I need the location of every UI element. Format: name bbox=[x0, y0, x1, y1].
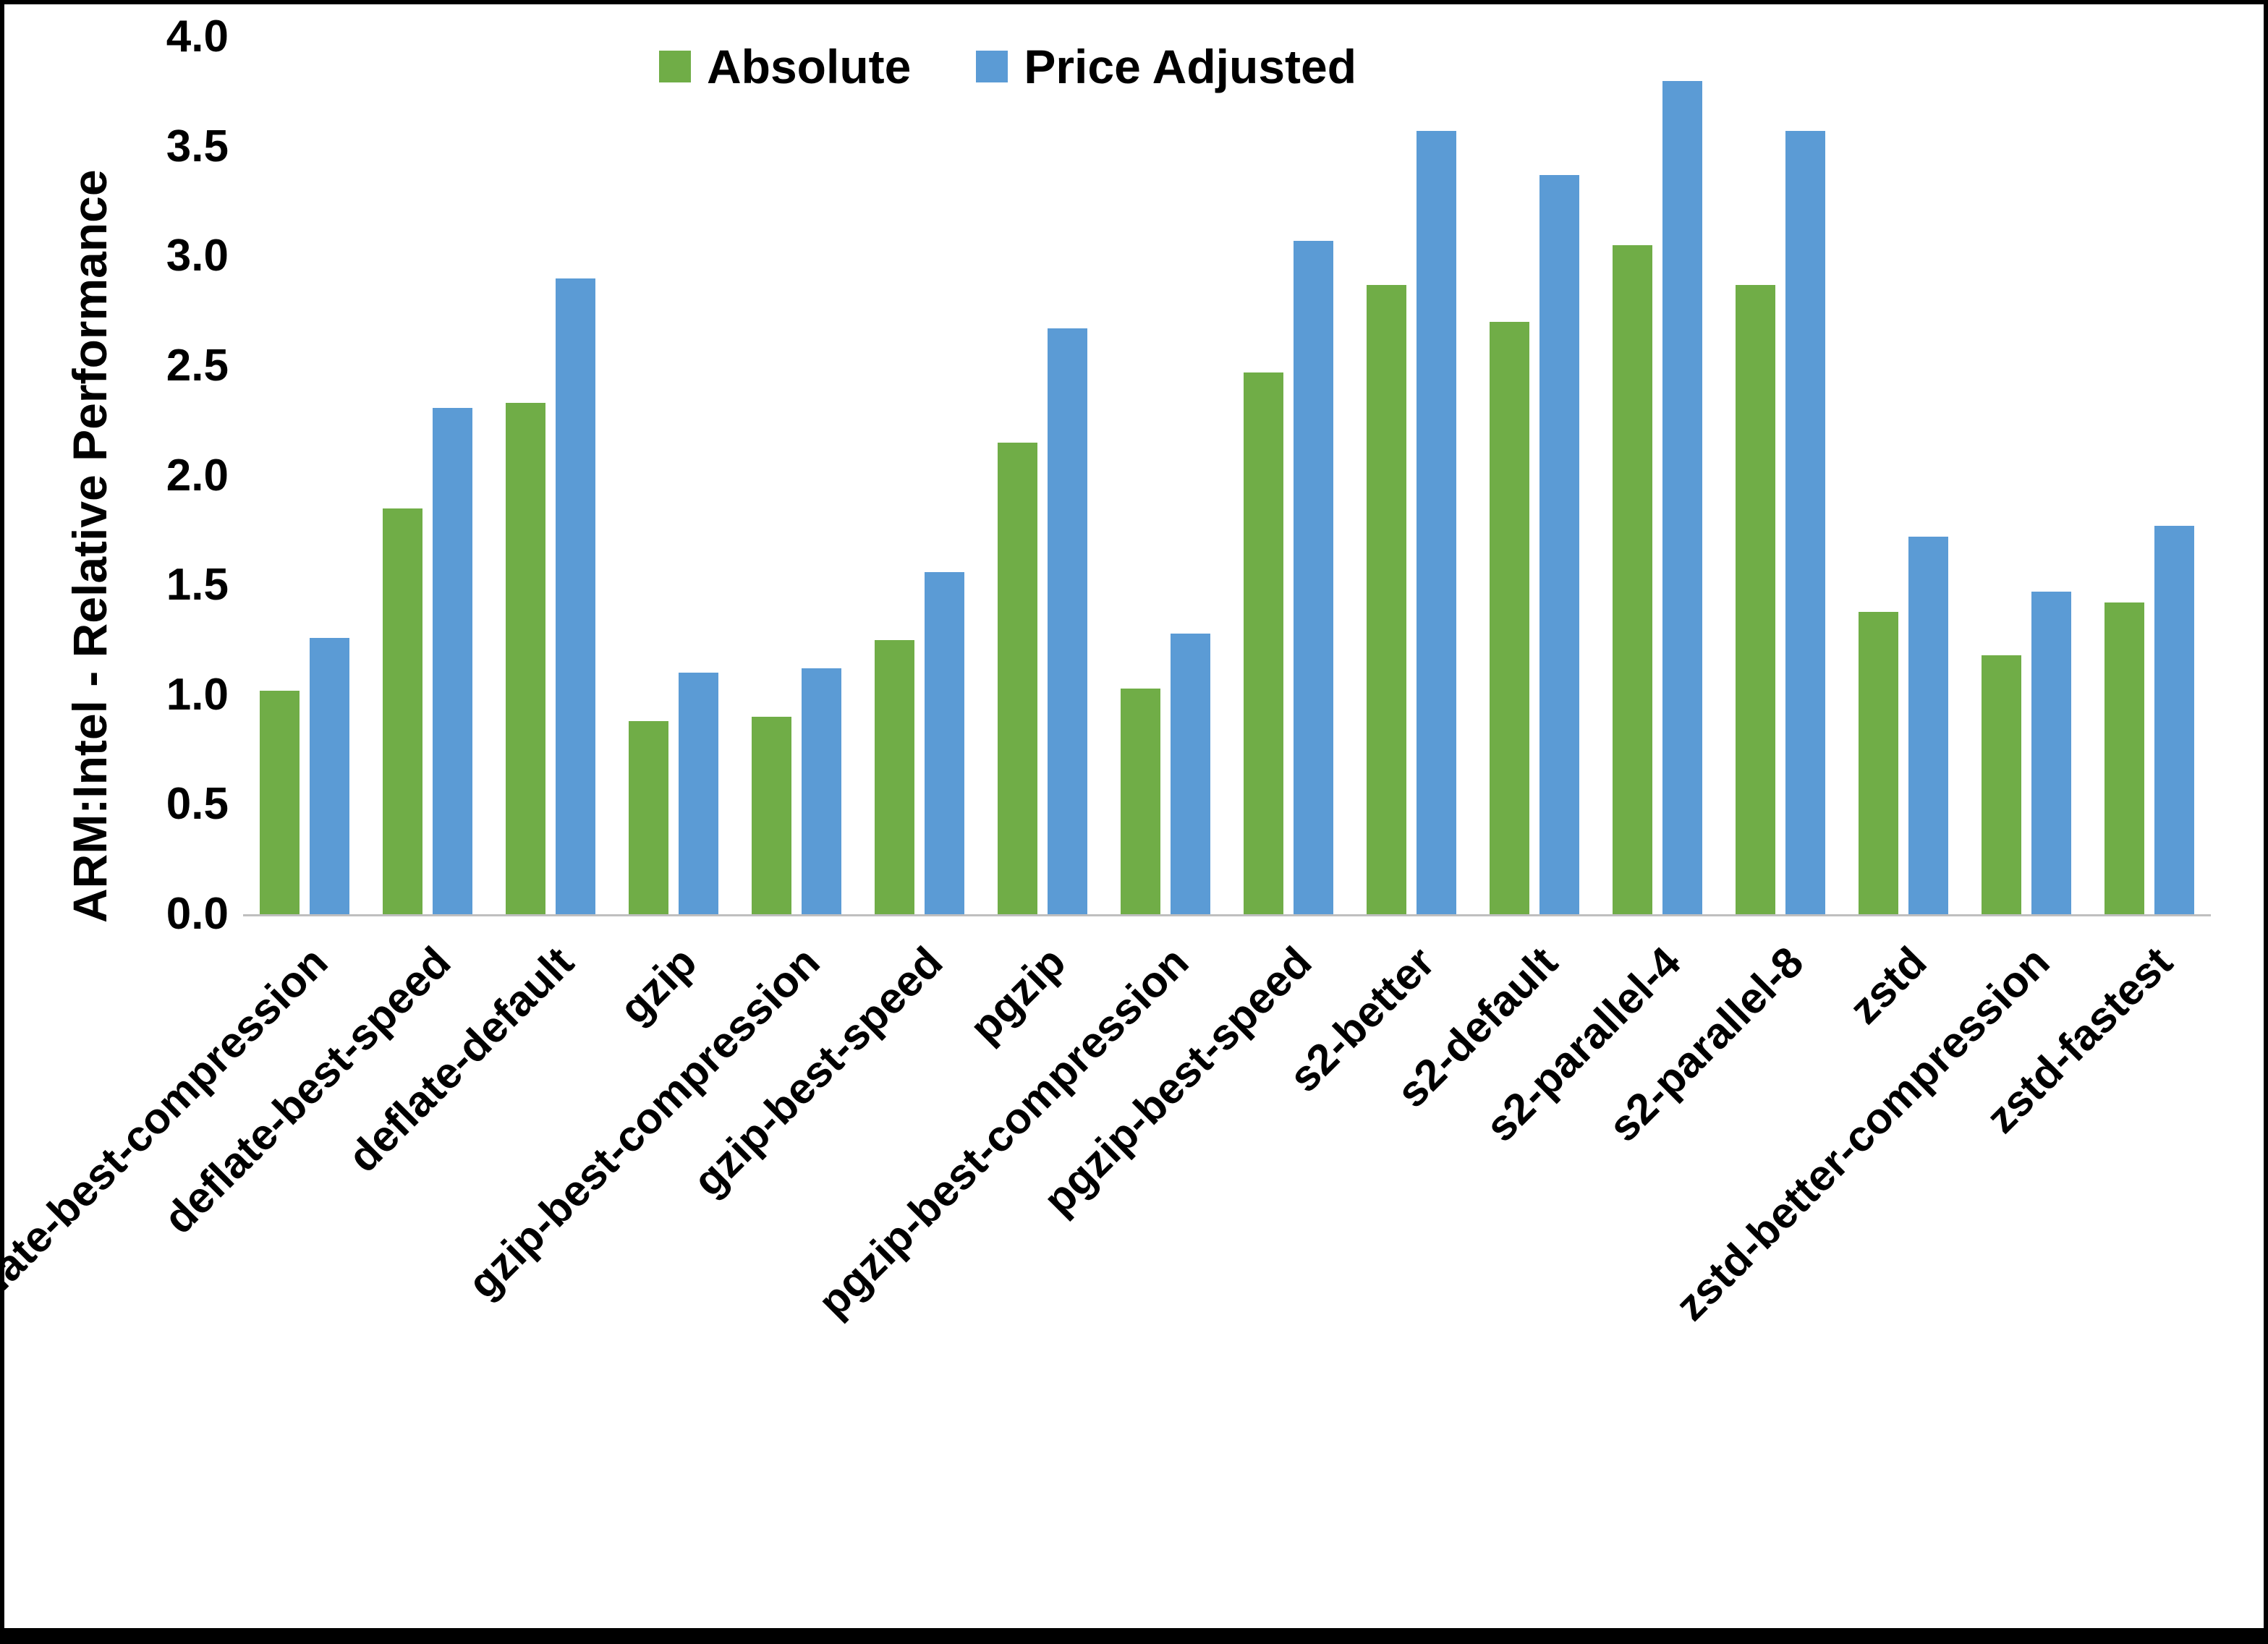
bar-absolute bbox=[1982, 655, 2021, 914]
bar-price-adjusted bbox=[2031, 592, 2071, 914]
bar-group bbox=[1965, 37, 2088, 914]
bar-price-adjusted bbox=[1662, 80, 1702, 914]
bar-absolute bbox=[1367, 284, 1406, 914]
legend: Absolute Price Adjusted bbox=[659, 39, 1356, 94]
bar-absolute bbox=[1490, 322, 1529, 914]
legend-item-absolute: Absolute bbox=[659, 39, 911, 94]
bar-group bbox=[489, 37, 612, 914]
bar-absolute bbox=[752, 717, 791, 914]
bar-price-adjusted bbox=[802, 668, 841, 914]
bar-price-adjusted bbox=[1417, 131, 1456, 914]
legend-label-absolute: Absolute bbox=[707, 40, 912, 93]
bar-group bbox=[1350, 37, 1473, 914]
bar-absolute bbox=[383, 508, 422, 914]
bar-price-adjusted bbox=[1908, 537, 1948, 914]
y-tick-label: 0.5 bbox=[166, 779, 229, 830]
bar-absolute bbox=[506, 403, 545, 914]
bar-group bbox=[735, 37, 858, 914]
bar-price-adjusted bbox=[1785, 131, 1825, 914]
bar-group bbox=[981, 37, 1104, 914]
legend-item-price-adjusted: Price Adjusted bbox=[976, 39, 1356, 94]
bar-group bbox=[1473, 37, 1596, 914]
bar-price-adjusted bbox=[1539, 175, 1579, 914]
bar-price-adjusted bbox=[925, 571, 964, 914]
absolute-swatch-icon bbox=[659, 51, 691, 82]
bar-group bbox=[366, 37, 489, 914]
bar-absolute bbox=[1244, 372, 1283, 914]
y-tick-label: 3.0 bbox=[166, 231, 229, 281]
bar-price-adjusted bbox=[1171, 633, 1210, 914]
bar-group bbox=[1719, 37, 1842, 914]
bar-price-adjusted bbox=[2154, 526, 2194, 914]
bar-absolute bbox=[1613, 245, 1652, 914]
y-tick-label: 3.5 bbox=[166, 121, 229, 171]
bar-price-adjusted bbox=[1048, 328, 1087, 914]
price-adjusted-swatch-icon bbox=[976, 51, 1008, 82]
bar-group bbox=[612, 37, 735, 914]
bar-price-adjusted bbox=[433, 407, 472, 914]
plot-area bbox=[243, 37, 2211, 916]
y-tick-label: 2.5 bbox=[166, 340, 229, 391]
bar-group bbox=[1227, 37, 1350, 914]
legend-label-price-adjusted: Price Adjusted bbox=[1024, 40, 1357, 93]
y-tick-label: 1.5 bbox=[166, 560, 229, 610]
bar-absolute bbox=[629, 721, 668, 914]
bar-price-adjusted bbox=[556, 278, 595, 914]
bar-absolute bbox=[1859, 611, 1898, 914]
bar-price-adjusted bbox=[1294, 241, 1333, 914]
y-tick-label: 2.0 bbox=[166, 450, 229, 501]
bar-absolute bbox=[1121, 688, 1160, 914]
bar-group bbox=[2088, 37, 2211, 914]
bar-absolute bbox=[875, 639, 914, 914]
y-tick-label: 0.0 bbox=[166, 889, 229, 939]
bar-group bbox=[858, 37, 981, 914]
bar-group bbox=[243, 37, 366, 914]
bar-group bbox=[1842, 37, 1965, 914]
bar-absolute bbox=[998, 443, 1037, 914]
bar-group bbox=[1104, 37, 1227, 914]
y-tick-label: 4.0 bbox=[166, 12, 229, 61]
bar-price-adjusted bbox=[310, 637, 349, 914]
bar-absolute bbox=[1736, 284, 1775, 914]
bar-price-adjusted bbox=[679, 673, 718, 914]
bar-group bbox=[1596, 37, 1719, 914]
x-axis-labels: deflate-best-compression deflate-best-spe… bbox=[4, 918, 2211, 1569]
bar-groups bbox=[243, 37, 2211, 914]
bottom-border-bar bbox=[4, 1628, 2264, 1640]
y-axis-ticks: 0.0 0.5 1.0 1.5 2.0 2.5 3.0 3.5 4.0 bbox=[91, 14, 229, 937]
bar-absolute bbox=[2105, 602, 2144, 914]
y-tick-label: 1.0 bbox=[166, 669, 229, 720]
bar-absolute bbox=[260, 690, 300, 914]
